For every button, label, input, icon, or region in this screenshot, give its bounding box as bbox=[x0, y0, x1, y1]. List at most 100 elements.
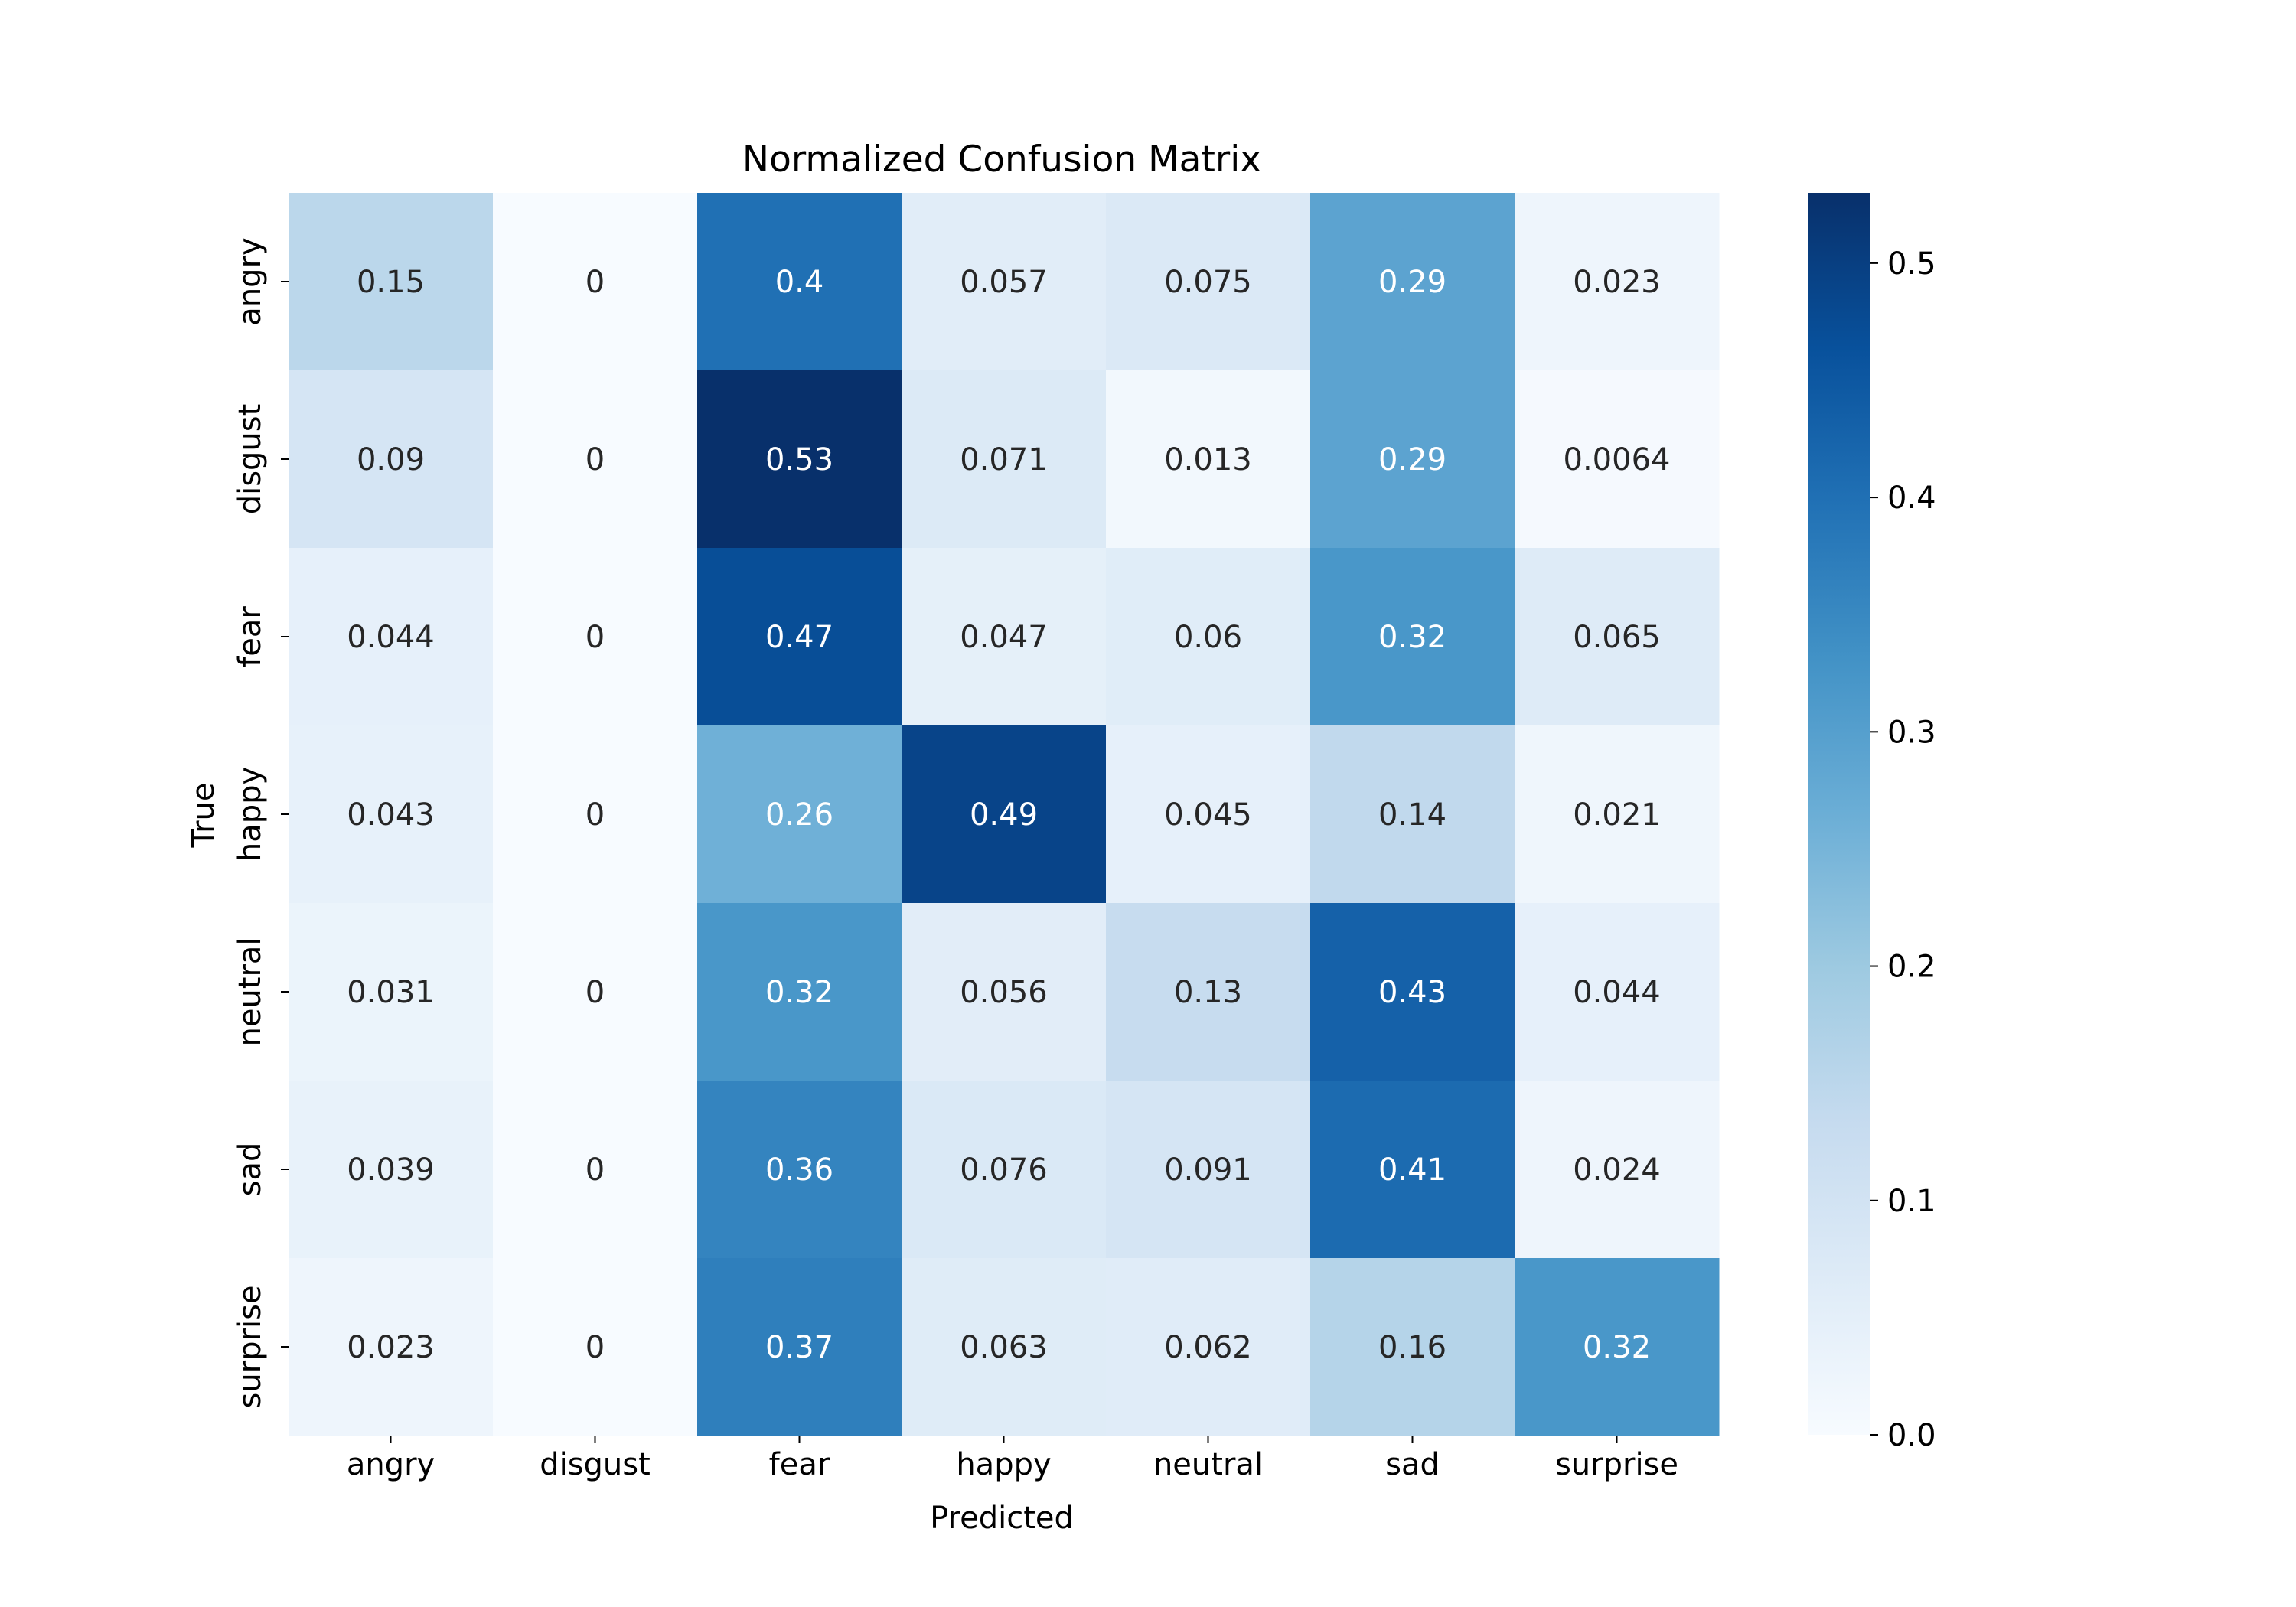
cell-value-label: 0.045 bbox=[1164, 797, 1252, 833]
cell-value-label: 0 bbox=[585, 620, 605, 655]
cell-value-label: 0.043 bbox=[347, 797, 435, 833]
x-axis-label: Predicted bbox=[930, 1501, 1074, 1536]
heatmap-cell bbox=[902, 1081, 1107, 1259]
heatmap-cell bbox=[289, 1081, 494, 1259]
cell-value-label: 0.031 bbox=[347, 975, 435, 1010]
heatmap-cell bbox=[697, 725, 902, 904]
colorbar-ticks: 0.0 0.1 0.2 0.3 0.4 0.5 bbox=[1870, 246, 1936, 1453]
cell-value-label: 0.09 bbox=[357, 442, 425, 478]
heatmap-cell bbox=[1310, 370, 1515, 549]
heatmap-cell bbox=[1106, 903, 1311, 1081]
cell-value-label: 0 bbox=[585, 265, 605, 300]
x-tick-label: neutral bbox=[1153, 1447, 1263, 1482]
heatmap-cell bbox=[1515, 725, 1720, 904]
heatmap-cell bbox=[697, 1258, 902, 1436]
cell-value-label: 0.071 bbox=[960, 442, 1048, 478]
colorbar-gradient bbox=[1808, 193, 1870, 1435]
heatmap-grid: 0.15 0 0.4 0.057 0.075 0.29 0.023 0.09 0 0.53 0.07… bbox=[289, 193, 1720, 1436]
heatmap-cell bbox=[289, 193, 494, 371]
cell-value-label: 0.32 bbox=[765, 975, 833, 1010]
heatmap-cell bbox=[902, 193, 1107, 371]
cell-value-label: 0 bbox=[585, 442, 605, 478]
heatmap-cell bbox=[902, 1258, 1107, 1436]
heatmap-cell bbox=[1515, 370, 1720, 549]
cell-value-label: 0.41 bbox=[1378, 1152, 1446, 1188]
y-tick-label: surprise bbox=[233, 1285, 268, 1408]
cell-value-label: 0.023 bbox=[347, 1330, 435, 1365]
heatmap-cell bbox=[697, 193, 902, 371]
cell-value-label: 0.43 bbox=[1378, 975, 1446, 1010]
heatmap-cell bbox=[1310, 1081, 1515, 1259]
cell-value-label: 0.021 bbox=[1573, 797, 1661, 833]
cell-value-label: 0.53 bbox=[765, 442, 833, 478]
cell-value-label: 0.29 bbox=[1378, 265, 1446, 300]
cell-value-label: 0.044 bbox=[1573, 975, 1661, 1010]
cell-value-label: 0.056 bbox=[960, 975, 1048, 1010]
cell-value-label: 0.36 bbox=[765, 1152, 833, 1188]
x-axis: angry disgust fear happy neutral sad surprise bbox=[347, 1436, 1678, 1482]
cell-value-label: 0.024 bbox=[1573, 1152, 1661, 1188]
y-tick-label: sad bbox=[233, 1143, 268, 1197]
cell-value-label: 0.32 bbox=[1378, 620, 1446, 655]
y-tick-label: neutral bbox=[233, 937, 268, 1046]
heatmap-cell bbox=[289, 1258, 494, 1436]
cell-value-label: 0.065 bbox=[1573, 620, 1661, 655]
cell-value-label: 0.047 bbox=[960, 620, 1048, 655]
heatmap-cell bbox=[1515, 193, 1720, 371]
x-tick-label: surprise bbox=[1555, 1447, 1678, 1482]
cell-value-label: 0.4 bbox=[775, 265, 824, 300]
heatmap-cell bbox=[1310, 548, 1515, 726]
cell-value-label: 0.062 bbox=[1164, 1330, 1252, 1365]
cell-value-label: 0.32 bbox=[1583, 1330, 1651, 1365]
cell-value-label: 0.057 bbox=[960, 265, 1048, 300]
y-axis: angry disgust fear happy neutral sad surprise bbox=[233, 237, 289, 1409]
heatmap-cell bbox=[289, 548, 494, 726]
colorbar-tick-label: 0.0 bbox=[1887, 1418, 1936, 1453]
x-tick-label: sad bbox=[1385, 1447, 1440, 1482]
heatmap-cell bbox=[493, 725, 698, 904]
y-axis-label: True bbox=[186, 783, 221, 849]
cell-value-label: 0.06 bbox=[1174, 620, 1242, 655]
heatmap-cell bbox=[1106, 370, 1311, 549]
cell-value-label: 0.063 bbox=[960, 1330, 1048, 1365]
cell-value-label: 0.37 bbox=[765, 1330, 833, 1365]
cell-value-label: 0.16 bbox=[1378, 1330, 1446, 1365]
cell-value-label: 0.13 bbox=[1174, 975, 1242, 1010]
heatmap-cell bbox=[289, 370, 494, 549]
heatmap-cell bbox=[1106, 548, 1311, 726]
heatmap-cell bbox=[289, 725, 494, 904]
x-tick-label: happy bbox=[956, 1447, 1051, 1482]
heatmap-cell bbox=[493, 548, 698, 726]
heatmap-cell bbox=[1106, 725, 1311, 904]
cell-value-label: 0 bbox=[585, 1330, 605, 1365]
y-tick-label: disgust bbox=[233, 404, 268, 515]
cell-value-label: 0.044 bbox=[347, 620, 435, 655]
heatmap-cell bbox=[1515, 903, 1720, 1081]
colorbar-tick-label: 0.4 bbox=[1887, 481, 1936, 516]
cell-value-label: 0.023 bbox=[1573, 265, 1661, 300]
colorbar-tick-label: 0.2 bbox=[1887, 950, 1936, 985]
x-tick-label: fear bbox=[769, 1447, 830, 1482]
heatmap-cell bbox=[697, 370, 902, 549]
colorbar: 0.0 0.1 0.2 0.3 0.4 0.5 bbox=[1808, 193, 1936, 1453]
y-tick-label: happy bbox=[233, 767, 268, 862]
heatmap-cell bbox=[1310, 903, 1515, 1081]
heatmap-cell bbox=[902, 903, 1107, 1081]
cell-value-label: 0.091 bbox=[1164, 1152, 1252, 1188]
heatmap-cell bbox=[902, 548, 1107, 726]
colorbar-tick-label: 0.3 bbox=[1887, 715, 1936, 750]
heatmap-cell bbox=[493, 370, 698, 549]
cell-value-label: 0.013 bbox=[1164, 442, 1252, 478]
cell-value-label: 0.0064 bbox=[1564, 442, 1671, 478]
heatmap-cell bbox=[902, 370, 1107, 549]
cell-value-label: 0.29 bbox=[1378, 442, 1446, 478]
cell-value-label: 0.26 bbox=[765, 797, 833, 833]
heatmap-cell bbox=[1515, 1081, 1720, 1259]
heatmap-cell bbox=[493, 1258, 698, 1436]
heatmap-cell bbox=[289, 903, 494, 1081]
heatmap-cell bbox=[1106, 1258, 1311, 1436]
heatmap-cell bbox=[1106, 193, 1311, 371]
heatmap-cell bbox=[1515, 1258, 1720, 1436]
cell-value-label: 0.14 bbox=[1378, 797, 1446, 833]
